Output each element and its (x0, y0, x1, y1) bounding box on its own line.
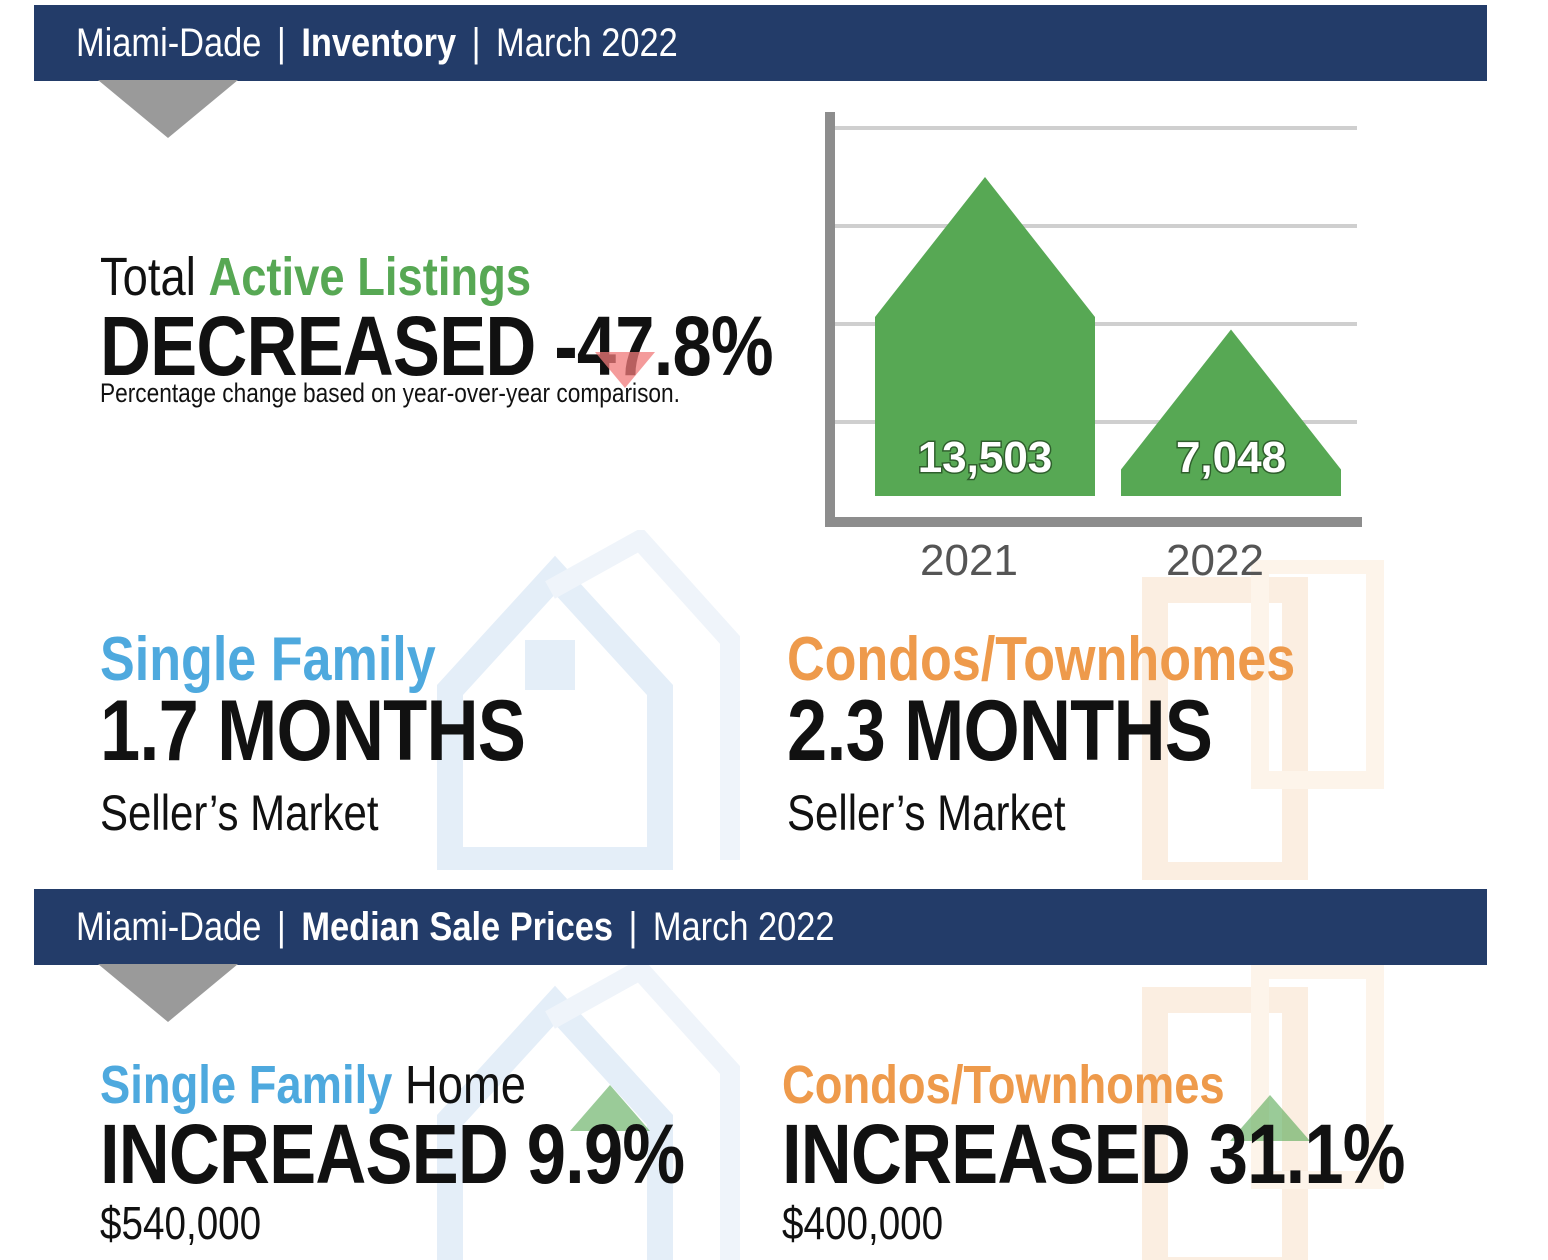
prices-banner-text: Miami-Dade | Median Sale Prices | March 2022 (76, 905, 835, 949)
inventory-banner-text: Miami-Dade | Inventory | March 2022 (76, 21, 678, 65)
active-listings-prefix: Total (100, 247, 196, 307)
building-watermark-icon (1142, 560, 1384, 880)
sf-price-label: Single Family Home (100, 1054, 526, 1116)
bar-2021 (875, 176, 1095, 496)
active-listings-headline: DECREASED -47.8% (100, 299, 774, 393)
banner-period: March 2022 (652, 905, 835, 949)
sf-price-headline: INCREASED 9.9% (100, 1107, 685, 1201)
condo-price-headline: INCREASED 31.1% (782, 1107, 1405, 1201)
inventory-banner: Miami-Dade | Inventory | March 2022 (34, 5, 1487, 81)
active-listings-label: Total Active Listings (100, 246, 531, 308)
banner-period: March 2022 (496, 21, 678, 65)
banner-region: Miami-Dade (76, 905, 262, 949)
house-watermark-icon (437, 960, 740, 1260)
active-listings-note: Percentage change based on year-over-yea… (100, 378, 680, 408)
prices-banner: Miami-Dade | Median Sale Prices | March 2022 (34, 889, 1487, 965)
single-family-months: 1.7 MONTHS (100, 683, 526, 779)
banner-topic: Median Sale Prices (301, 905, 613, 949)
x-tick-label: 2022 (1166, 536, 1264, 585)
bar-2022 (1121, 329, 1341, 496)
active-listings-highlight: Active Listings (208, 247, 532, 307)
up-arrow-icon (1230, 1095, 1310, 1141)
sf-price-title: Single Family (100, 1055, 393, 1115)
sf-price-value: $540,000 (100, 1197, 262, 1249)
single-family-market: Seller’s Market (100, 785, 379, 841)
down-arrow-icon (595, 352, 655, 388)
sf-price-suffix: Home (405, 1055, 527, 1115)
x-tick-label: 2021 (920, 536, 1018, 585)
condos-market: Seller’s Market (787, 785, 1066, 841)
bar-value-label: 13,503 (918, 433, 1053, 482)
banner-topic: Inventory (301, 21, 457, 65)
condo-price-title: Condos/Townhomes (782, 1055, 1225, 1115)
single-family-title: Single Family (100, 625, 436, 694)
active-listings-chart: 13,503 2021 7,048 2022 (825, 112, 1362, 585)
condos-months: 2.3 MONTHS (787, 683, 1213, 779)
banner-region: Miami-Dade (76, 21, 262, 65)
condos-title: Condos/Townhomes (787, 625, 1296, 694)
banner-pointer-icon (98, 964, 238, 1022)
up-arrow-icon (570, 1085, 650, 1131)
banner-pointer-icon (98, 80, 238, 138)
condo-price-value: $400,000 (782, 1197, 944, 1249)
house-watermark-icon (437, 530, 740, 870)
bar-value-label: 7,048 (1176, 433, 1286, 482)
